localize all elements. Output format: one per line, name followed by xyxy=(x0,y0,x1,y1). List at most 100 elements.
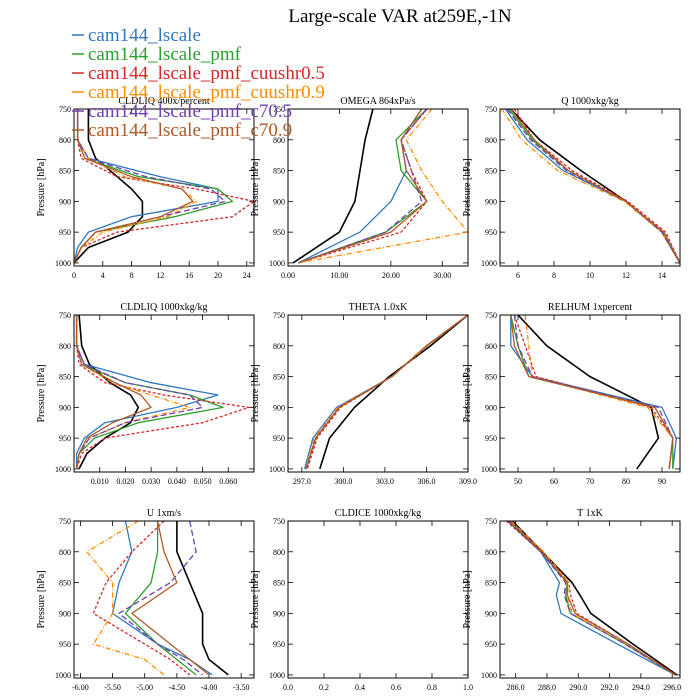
series-line-cam144_lscale_pmf_c70.5 xyxy=(513,314,674,469)
x-tick-label: 296.0 xyxy=(663,683,681,692)
x-tick-label: 0.030 xyxy=(142,477,160,486)
series-line-cam144_lscale_pmf_c70.5 xyxy=(305,314,469,470)
y-axis-label: Pressure [hPa] xyxy=(250,158,261,216)
series-line-cam144_lscale_pmf_c70.9 xyxy=(510,314,674,469)
series-line-reference xyxy=(511,520,678,676)
y-tick-label: 900 xyxy=(485,403,497,412)
panel-1: OMEGA 864xPa/s Pressure [hPa] 750 800 850 900… xyxy=(250,96,469,280)
panel-0: CLDLIQ 400x/percent Pressure [hPa] 750 800 8… xyxy=(36,96,255,280)
x-tick-label: 294.0 xyxy=(632,683,650,692)
panel-title: CLDLIQ 400x/percent xyxy=(118,96,210,107)
series-line-cam144_lscale_pmf_cuushr0.9 xyxy=(501,108,681,264)
plot-frame xyxy=(73,314,255,473)
x-tick-label: 20.00 xyxy=(382,271,400,280)
series-line-cam144_lscale_pmf_cuushr0.5 xyxy=(298,108,428,264)
series-line-cam144_lscale_pmf_c70.9 xyxy=(131,520,210,676)
y-tick-label: 900 xyxy=(273,403,285,412)
legend: cam144_lscalecam144_lscale_pmfcam144_lsc… xyxy=(72,25,325,141)
y-tick-label: 800 xyxy=(485,548,497,557)
x-tick-label: 16 xyxy=(185,271,193,280)
y-tick-label: 800 xyxy=(59,548,71,557)
series-line-cam144_lscale_pmf_c70.9 xyxy=(298,108,428,264)
y-tick-label: 850 xyxy=(485,373,497,382)
x-tick-label: 50 xyxy=(514,477,522,486)
y-tick-label: 1000 xyxy=(55,671,71,680)
x-tick-label: 286.0 xyxy=(507,683,525,692)
y-tick-label: 750 xyxy=(273,517,285,526)
y-tick-label: 1000 xyxy=(269,259,285,268)
y-axis-label: Pressure [hPa] xyxy=(36,158,47,216)
series-line-cam144_lscale_pmf xyxy=(124,521,197,676)
y-tick-label: 800 xyxy=(273,136,285,145)
x-tick-label: 12 xyxy=(156,271,164,280)
x-tick-label: 0.060 xyxy=(219,477,237,486)
panel-title: CLDLIQ 1000xkg/kg xyxy=(121,302,208,313)
y-axis-label: Pressure [hPa] xyxy=(462,158,473,216)
plot-frame xyxy=(499,108,681,267)
y-tick-label: 900 xyxy=(273,609,285,618)
series-line-cam144_lscale xyxy=(75,315,219,469)
x-tick-label: 24 xyxy=(243,271,251,280)
x-tick-label: 8 xyxy=(552,271,556,280)
y-tick-label: 750 xyxy=(485,517,497,526)
series-line-cam144_lscale_pmf_c70.5 xyxy=(507,520,676,676)
x-tick-label: -5.00 xyxy=(136,683,153,692)
series-line-cam144_lscale_pmf_c70.5 xyxy=(298,108,428,264)
y-tick-label: 850 xyxy=(59,373,71,382)
y-axis-label: Pressure [hPa] xyxy=(462,570,473,628)
x-tick-label: 30.00 xyxy=(433,271,451,280)
legend-item: cam144_lscale_pmf_cuushr0.9 xyxy=(88,82,325,103)
series-line-cam144_lscale_pmf_c70.9 xyxy=(510,108,681,264)
y-tick-label: 950 xyxy=(59,228,71,237)
x-tick-label: -6.00 xyxy=(72,683,89,692)
x-tick-label: 0.050 xyxy=(194,477,212,486)
x-tick-label: 0.6 xyxy=(391,683,401,692)
plot-frame xyxy=(499,314,681,473)
x-tick-label: 0.040 xyxy=(168,477,186,486)
legend-item: cam144_lscale_pmf_c70.5 xyxy=(88,101,292,122)
series-line-cam144_lscale_pmf_cuushr0.9 xyxy=(305,314,469,470)
y-tick-label: 900 xyxy=(485,197,497,206)
y-tick-label: 950 xyxy=(485,434,497,443)
figure-title: Large-scale VAR at259E,-1N xyxy=(288,6,511,27)
y-tick-label: 800 xyxy=(59,342,71,351)
y-tick-label: 750 xyxy=(273,311,285,320)
x-tick-label: 300.0 xyxy=(334,477,352,486)
panel-2: Q 1000xkg/kg Pressure [hPa] 750 800 850 900 95… xyxy=(462,96,681,280)
x-tick-label: -5.50 xyxy=(104,683,121,692)
y-axis-label: Pressure [hPa] xyxy=(462,364,473,422)
series-line-cam144_lscale_pmf xyxy=(305,314,469,470)
panel-title: Q 1000xkg/kg xyxy=(561,96,619,107)
y-tick-label: 1000 xyxy=(269,465,285,474)
series-line-reference xyxy=(517,314,660,470)
y-tick-label: 950 xyxy=(59,434,71,443)
series-line-cam144_lscale_pmf_cuushr0.5 xyxy=(75,315,250,470)
series-line-cam144_lscale_pmf_c70.5 xyxy=(75,315,204,470)
series-line-cam144_lscale_pmf_cuushr0.9 xyxy=(510,520,676,676)
y-tick-label: 900 xyxy=(273,197,285,206)
y-tick-label: 850 xyxy=(59,167,71,176)
y-tick-label: 750 xyxy=(273,105,285,114)
legend-item: cam144_lscale xyxy=(88,25,201,46)
y-tick-label: 800 xyxy=(59,136,71,145)
x-tick-label: 14 xyxy=(658,271,666,280)
legend-item: cam144_lscale_pmf_cuushr0.5 xyxy=(88,63,325,84)
legend-item: cam144_lscale_pmf xyxy=(88,44,242,65)
y-tick-label: 900 xyxy=(59,609,71,618)
y-tick-label: 1000 xyxy=(481,671,497,680)
series-line-reference xyxy=(319,314,469,470)
x-tick-label: 306.0 xyxy=(417,477,435,486)
y-tick-label: 950 xyxy=(485,228,497,237)
y-tick-label: 900 xyxy=(485,609,497,618)
x-tick-label: -3.50 xyxy=(233,683,250,692)
y-tick-label: 750 xyxy=(59,105,71,114)
x-tick-label: 297.0 xyxy=(293,477,311,486)
series-line-cam144_lscale_pmf_c70.9 xyxy=(75,315,152,470)
series-line-cam144_lscale_pmf_cuushr0.5 xyxy=(73,109,255,264)
y-axis-label: Pressure [hPa] xyxy=(250,570,261,628)
plot-frame xyxy=(287,520,469,679)
x-tick-label: 288.0 xyxy=(538,683,556,692)
panel-title: U 1xm/s xyxy=(147,508,181,519)
y-tick-label: 750 xyxy=(485,311,497,320)
